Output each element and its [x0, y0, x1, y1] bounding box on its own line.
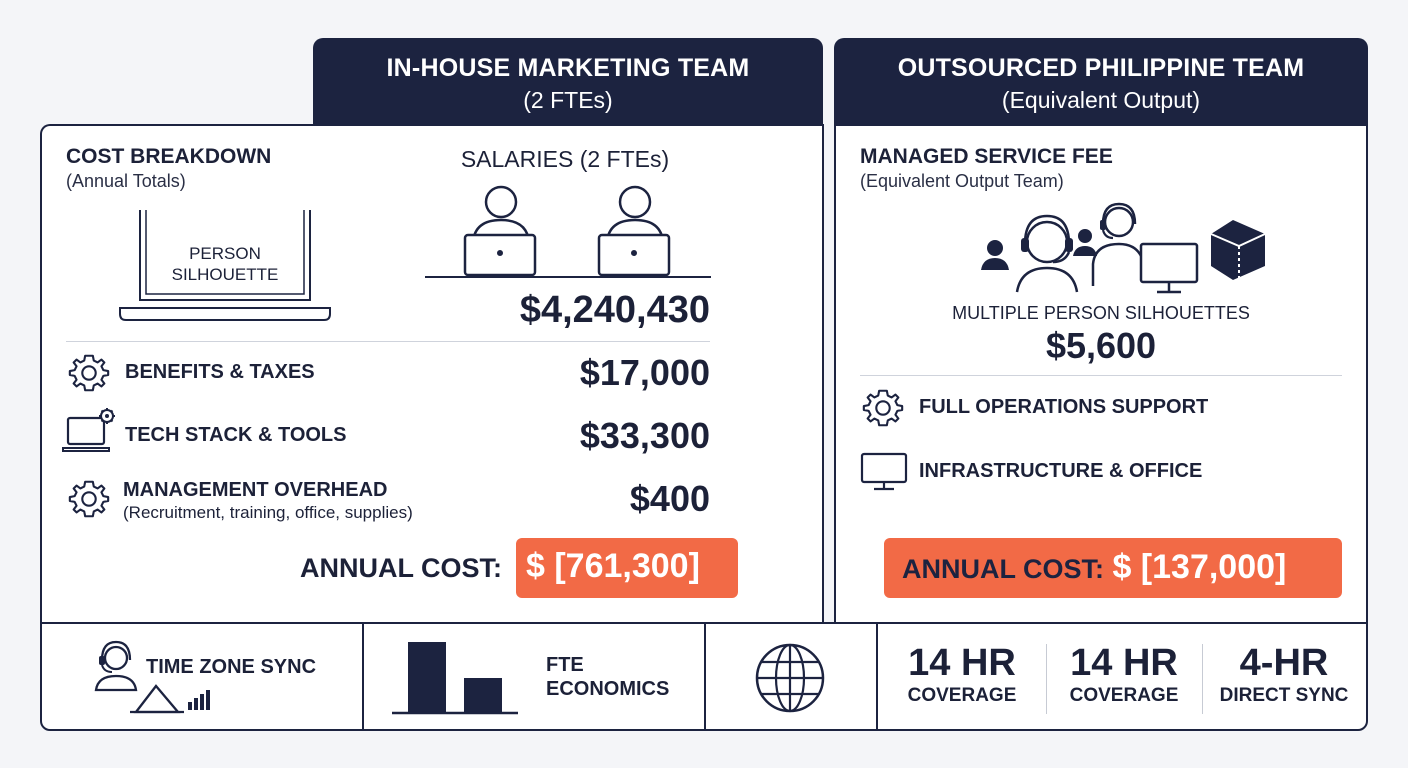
stat-caption: DIRECT SYNC — [1219, 685, 1349, 706]
workers-at-laptops-icon — [425, 185, 711, 278]
tech-stack-value: $33,300 — [579, 415, 710, 456]
management-value: $400 — [629, 478, 710, 519]
laptop-gear-icon — [62, 408, 115, 452]
inhouse-divider — [66, 341, 710, 342]
stat-caption: COVERAGE — [1069, 685, 1179, 706]
cost-breakdown-title: COST BREAKDOWN — [66, 145, 272, 168]
stat-separator — [1202, 644, 1203, 714]
cost-breakdown-subtitle: (Annual Totals) — [66, 171, 186, 191]
placeholder-text-line1: PERSON — [189, 244, 261, 263]
support-team-icon — [981, 202, 1266, 294]
stat-value: 14 HR — [908, 642, 1016, 684]
monitor-icon — [860, 452, 908, 491]
outsourced-divider — [860, 375, 1342, 376]
stat-block: 14 HR COVERAGE — [1044, 642, 1204, 707]
stat-block: 14 HR COVERAGE — [882, 642, 1042, 707]
stat-separator — [1046, 644, 1047, 714]
outsourced-annual-pill: ANNUAL COST: $ [137,000] — [884, 538, 1342, 598]
gear-icon — [862, 389, 904, 427]
managed-fee-title: MANAGED SERVICE FEE — [860, 145, 1113, 168]
bottom-metrics-bar: TIME ZONE SYNC FTE ECONOMICS 14 HR COVER… — [40, 622, 1368, 731]
stat-value: 4-HR — [1239, 642, 1329, 684]
salaries-title: SALARIES (2 FTEs) — [460, 146, 670, 172]
fte-label-line1: FTE — [546, 654, 584, 676]
stat-caption: COVERAGE — [907, 685, 1017, 706]
silhouettes-label: MULTIPLE PERSON SILHOUETTES — [952, 303, 1250, 323]
inhouse-annual-value: $ [761,300] — [516, 538, 738, 598]
inhouse-header-title: IN-HOUSE MARKETING TEAM — [386, 54, 750, 82]
managed-fee-value: $5,600 — [1045, 325, 1157, 366]
time-zone-label: TIME ZONE SYNC — [146, 656, 317, 678]
gear-icon — [68, 480, 110, 518]
placeholder-text-line2: SILHOUETTE — [171, 265, 279, 284]
infrastructure-label: INFRASTRUCTURE & OFFICE — [919, 460, 1203, 482]
inhouse-annual-value-text: $ [761,300] — [526, 547, 700, 585]
laptop-placeholder-icon — [119, 210, 331, 321]
salaries-value: $4,240,430 — [519, 289, 710, 331]
bar-chart-icon — [392, 642, 518, 715]
gear-icon — [68, 354, 110, 392]
outsourced-annual-value: $ [137,000] — [1112, 548, 1287, 586]
stat-value: 14 HR — [1070, 642, 1178, 684]
benefits-label: BENEFITS & TAXES — [125, 361, 315, 383]
outsourced-header: OUTSOURCED PHILIPPINE TEAM (Equivalent O… — [834, 38, 1368, 126]
outsourced-header-title: OUTSOURCED PHILIPPINE TEAM — [897, 54, 1305, 82]
managed-fee-subtitle: (Equivalent Output Team) — [860, 171, 1064, 191]
benefits-value: $17,000 — [579, 352, 710, 393]
headset-user-icon — [94, 640, 210, 714]
fte-label-line2: ECONOMICS — [546, 678, 670, 700]
tech-stack-label: TECH STACK & TOOLS — [125, 424, 347, 446]
management-sublabel: (Recruitment, training, office, supplies… — [123, 503, 413, 522]
outsourced-header-subtitle: (Equivalent Output) — [1001, 87, 1201, 113]
globe-icon — [755, 643, 825, 713]
inhouse-header-subtitle: (2 FTEs) — [523, 87, 613, 113]
bottom-separator — [704, 624, 706, 729]
stat-block: 4-HR DIRECT SYNC — [1204, 642, 1364, 707]
bottom-separator — [362, 624, 364, 729]
outsourced-annual-label: ANNUAL COST: — [902, 554, 1104, 584]
management-label: MANAGEMENT OVERHEAD — [123, 479, 388, 501]
operations-support-label: FULL OPERATIONS SUPPORT — [919, 396, 1209, 418]
inhouse-annual-label: ANNUAL COST: — [300, 553, 502, 583]
bottom-separator — [876, 624, 878, 729]
inhouse-header: IN-HOUSE MARKETING TEAM (2 FTEs) — [313, 38, 823, 126]
